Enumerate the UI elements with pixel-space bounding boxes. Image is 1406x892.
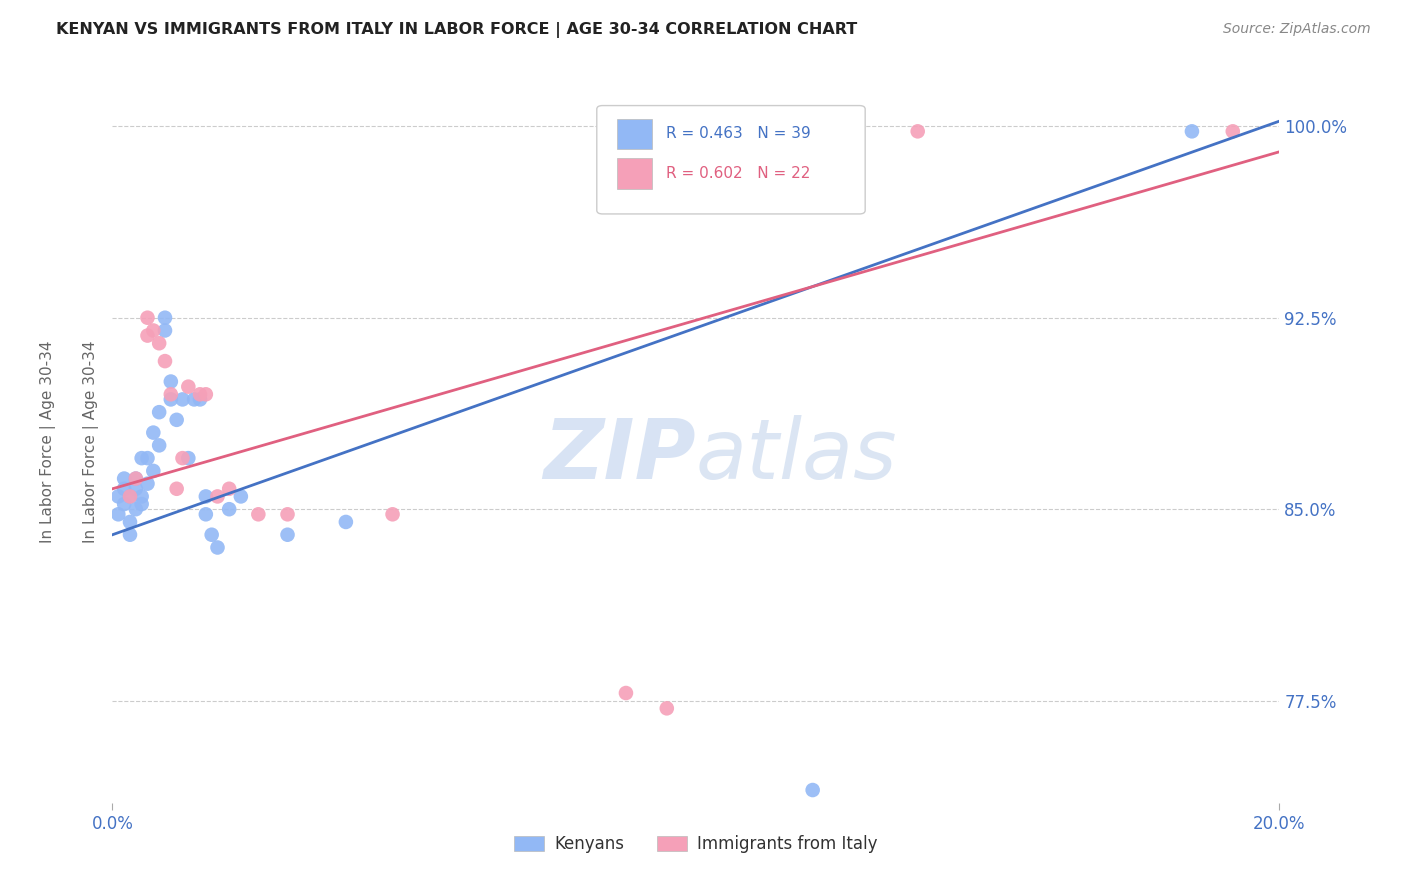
Point — [907, 124, 929, 138]
Point — [160, 392, 183, 407]
Point — [194, 508, 217, 522]
Point — [276, 527, 298, 541]
Text: ZIP: ZIP — [543, 416, 696, 497]
Point — [136, 310, 159, 325]
Bar — [617, 119, 651, 149]
Point — [381, 508, 404, 522]
Point — [131, 451, 153, 466]
Point — [125, 472, 148, 486]
FancyBboxPatch shape — [596, 105, 865, 214]
Text: R = 0.602   N = 22: R = 0.602 N = 22 — [665, 166, 810, 181]
Point — [107, 508, 129, 522]
Point — [153, 354, 176, 368]
Point — [183, 392, 205, 407]
Point — [118, 515, 141, 529]
Point — [160, 375, 183, 389]
Point — [148, 438, 170, 452]
Point — [188, 387, 211, 401]
Point — [142, 323, 165, 337]
Point — [218, 482, 240, 496]
Y-axis label: In Labor Force | Age 30-34: In Labor Force | Age 30-34 — [83, 340, 98, 543]
Legend: Kenyans, Immigrants from Italy: Kenyans, Immigrants from Italy — [508, 828, 884, 860]
Text: KENYAN VS IMMIGRANTS FROM ITALY IN LABOR FORCE | AGE 30-34 CORRELATION CHART: KENYAN VS IMMIGRANTS FROM ITALY IN LABOR… — [56, 22, 858, 38]
Point — [655, 701, 678, 715]
Text: Source: ZipAtlas.com: Source: ZipAtlas.com — [1223, 22, 1371, 37]
Point — [131, 490, 153, 504]
Point — [614, 686, 637, 700]
Point — [142, 464, 165, 478]
Point — [118, 527, 141, 541]
Text: atlas: atlas — [696, 416, 897, 497]
Point — [107, 490, 129, 504]
Point — [153, 323, 176, 337]
Point — [207, 490, 229, 504]
Point — [112, 472, 135, 486]
Point — [125, 482, 148, 496]
Point — [148, 336, 170, 351]
Point — [112, 497, 135, 511]
Point — [112, 482, 135, 496]
Point — [1181, 124, 1204, 138]
Point — [177, 451, 200, 466]
Point — [142, 425, 165, 440]
Point — [276, 508, 298, 522]
Point — [118, 490, 141, 504]
Point — [160, 387, 183, 401]
Point — [166, 482, 188, 496]
Point — [125, 502, 148, 516]
Point — [172, 451, 194, 466]
Point — [1222, 124, 1244, 138]
Point — [177, 379, 200, 393]
Point — [166, 413, 188, 427]
Point — [172, 392, 194, 407]
Point — [118, 490, 141, 504]
Point — [125, 472, 148, 486]
Point — [201, 527, 224, 541]
Point — [188, 392, 211, 407]
Point — [131, 497, 153, 511]
Point — [136, 476, 159, 491]
Point — [207, 541, 229, 555]
Point — [194, 387, 217, 401]
Point — [335, 515, 357, 529]
Point — [148, 405, 170, 419]
Bar — [617, 158, 651, 189]
Point — [136, 451, 159, 466]
Point — [801, 783, 824, 797]
Text: In Labor Force | Age 30-34: In Labor Force | Age 30-34 — [41, 340, 56, 543]
Point — [218, 502, 240, 516]
Point — [247, 508, 270, 522]
Point — [194, 490, 217, 504]
Text: R = 0.463   N = 39: R = 0.463 N = 39 — [665, 127, 810, 141]
Point — [153, 310, 176, 325]
Point — [136, 328, 159, 343]
Point — [229, 490, 252, 504]
